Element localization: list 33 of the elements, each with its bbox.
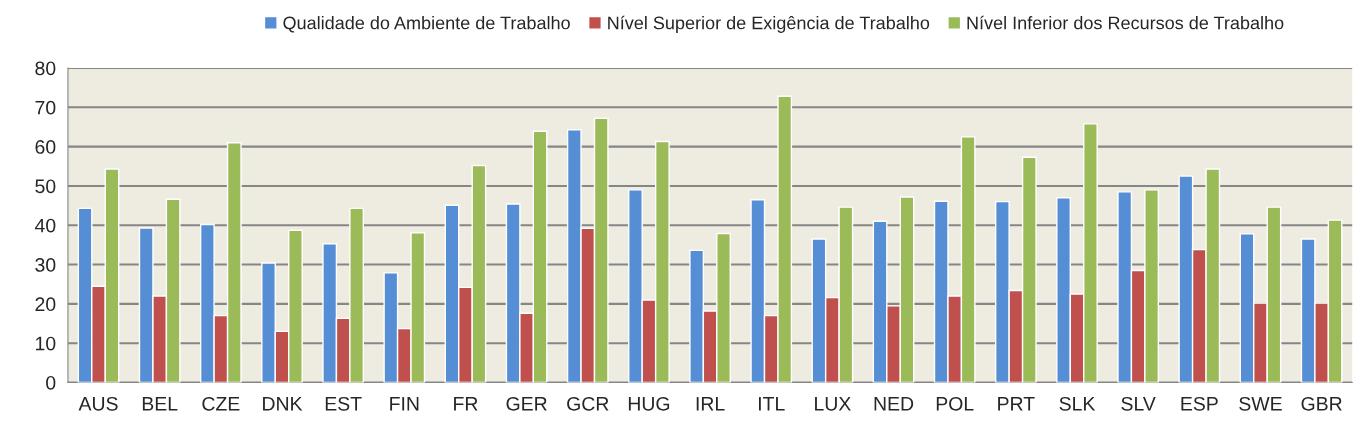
x-tick-label: IRL	[696, 397, 725, 411]
legend-label: Nível Inferior dos Recursos de Trabalho	[967, 15, 1284, 30]
x-tick-label: FIN	[390, 397, 419, 411]
x-tick-label: SLK	[1059, 396, 1096, 411]
y-tick-label: 60	[35, 140, 56, 154]
y-tick-label: 0	[46, 375, 56, 390]
x-tick-label: FR	[454, 397, 478, 411]
y-tick-label: 50	[35, 179, 56, 194]
x-tick-label: EST	[325, 396, 362, 411]
x-tick-label: NED	[874, 397, 914, 411]
x-tick-label: HUG	[628, 396, 670, 411]
x-tick-label: PRT	[998, 397, 1035, 411]
x-tick-label: ITL	[758, 397, 785, 411]
x-tick-label: LUX	[815, 397, 851, 411]
x-tick-label: SLV	[1121, 396, 1156, 411]
y-tick-label: 40	[34, 218, 56, 233]
legend-label: Qualidade do Ambiente de Trabalho	[283, 16, 570, 33]
y-tick-label: 10	[36, 336, 56, 351]
y-tick-label: 30	[35, 258, 56, 272]
y-tick-label: 70	[35, 100, 56, 115]
x-tick-label: DNK	[263, 397, 303, 411]
x-tick-label: SWE	[1239, 396, 1282, 411]
x-tick-label: CZE	[202, 396, 240, 411]
x-tick-label: AUS	[78, 396, 118, 411]
x-tick-label: ESP	[1181, 396, 1218, 411]
x-tick-label: BEL	[142, 397, 178, 411]
legend-label: Nível Superior de Exigência de Trabalho	[608, 15, 930, 33]
x-tick-label: POL	[936, 396, 974, 411]
y-tick-label: 20	[35, 297, 56, 312]
x-tick-label: GER	[506, 396, 547, 411]
x-tick-label: GBR	[1301, 396, 1342, 411]
x-tick-label: GCR	[567, 396, 609, 411]
y-tick-label: 80	[35, 61, 56, 76]
